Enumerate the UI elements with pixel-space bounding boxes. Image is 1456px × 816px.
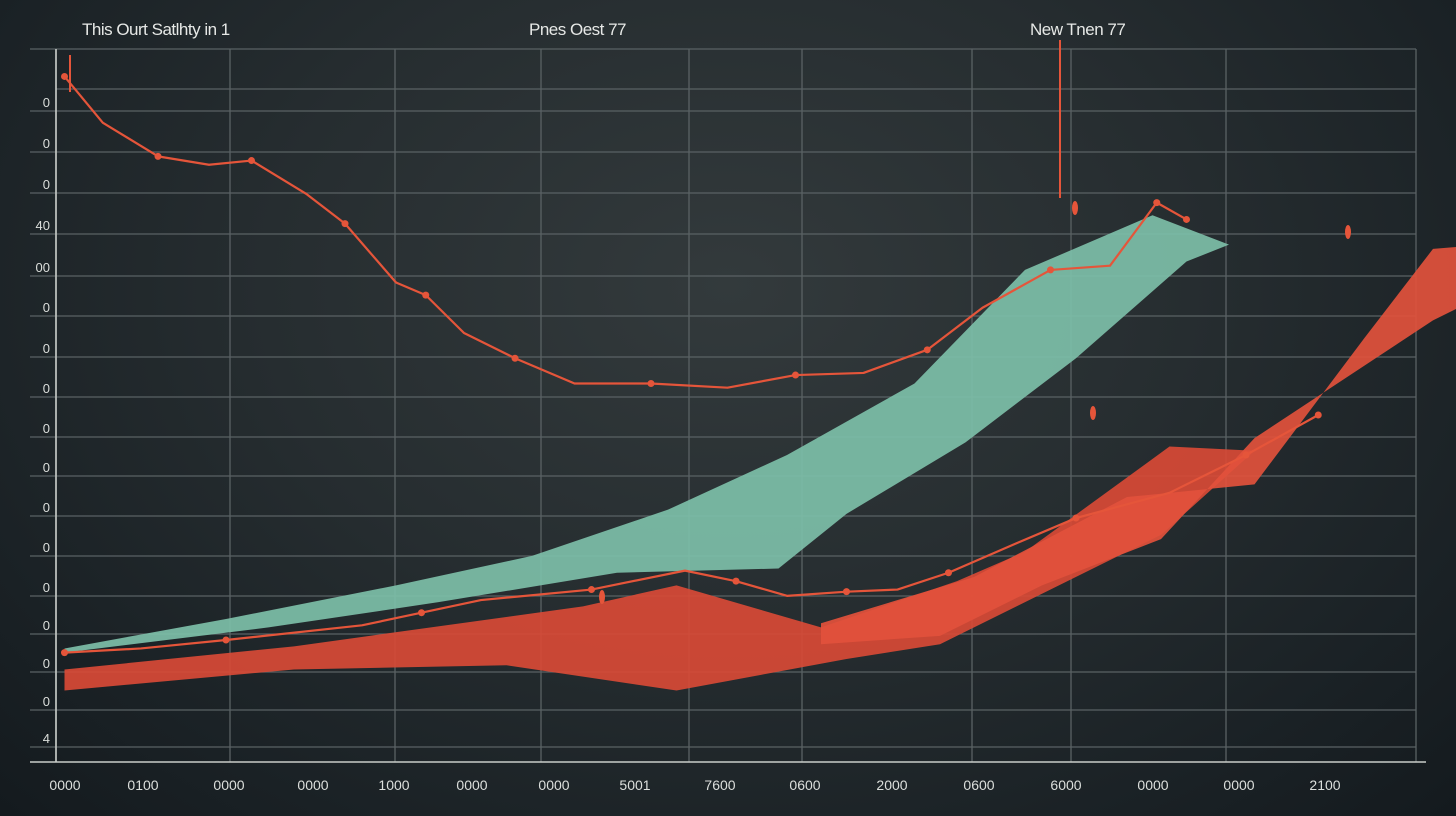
x-tick-label: 6000: [1050, 777, 1081, 793]
chart-title-right: New Tnen 77: [1030, 20, 1126, 39]
y-tick-label: 0: [43, 300, 50, 315]
y-tick-label: 40: [36, 218, 50, 233]
x-tick-label: 0600: [963, 777, 994, 793]
data-point: [843, 588, 850, 596]
data-point: [418, 609, 425, 617]
y-tick-label: 0: [43, 341, 50, 356]
area-teal-band: [64, 215, 1229, 653]
area-red-band-2: [821, 246, 1456, 645]
x-tick-label: 0000: [456, 777, 487, 793]
y-tick-label: 4: [43, 731, 50, 746]
marker-dot: [599, 590, 605, 604]
y-tick-label: 0: [43, 580, 50, 595]
data-point: [341, 220, 349, 228]
y-tick-label: 0: [43, 460, 50, 475]
x-tick-label: 1000: [378, 777, 409, 793]
data-point: [61, 649, 68, 657]
x-tick-label: 0000: [297, 777, 328, 793]
data-point: [1314, 411, 1322, 419]
data-point: [248, 157, 255, 165]
data-point: [945, 569, 952, 577]
x-tick-label: 0600: [789, 777, 820, 793]
data-point: [1153, 199, 1161, 207]
data-point: [732, 577, 740, 585]
line-lower-trend: [64, 414, 1319, 654]
chart-title-left: This Ourt Satlhty in 1: [82, 20, 230, 39]
y-tick-label: 0: [43, 540, 50, 555]
y-tick-label: 0: [43, 95, 50, 110]
y-tick-label: 0: [43, 177, 50, 192]
y-tick-label: 0: [43, 656, 50, 671]
x-tick-label: 0100: [127, 777, 158, 793]
x-tick-label: 0000: [49, 777, 80, 793]
x-tick-label: 0000: [1223, 777, 1254, 793]
y-tick-label: 00: [36, 260, 50, 275]
data-point: [1183, 215, 1190, 223]
x-tick-label: 0000: [213, 777, 244, 793]
data-point: [422, 291, 430, 299]
x-tick-label: 0000: [1137, 777, 1168, 793]
y-tick-label: 0: [43, 136, 50, 151]
marker-dot: [1072, 201, 1078, 215]
x-tick-label: 2100: [1309, 777, 1340, 793]
x-tick-label: 0000: [538, 777, 569, 793]
data-point: [154, 152, 162, 160]
data-point: [923, 346, 931, 354]
data-point: [588, 586, 595, 594]
data-point: [1242, 451, 1250, 459]
marker-dot: [1345, 225, 1351, 239]
y-tick-label: 0: [43, 381, 50, 396]
line-upper-trend: [63, 75, 1188, 389]
y-tick-label: 0: [43, 421, 50, 436]
y-tick-label: 0: [43, 618, 50, 633]
data-point: [61, 72, 68, 80]
data-point: [511, 354, 519, 362]
x-tick-label: 7600: [704, 777, 735, 793]
chart-title-center: Pnes Oest 77: [529, 20, 627, 39]
data-point: [1047, 266, 1054, 274]
data-point: [1072, 514, 1080, 522]
area-red-band-1: [64, 446, 1255, 691]
data-point: [792, 371, 799, 379]
data-point: [647, 379, 655, 387]
marker-dot: [1090, 406, 1096, 420]
x-tick-label: 5001: [619, 777, 650, 793]
data-point: [222, 636, 230, 644]
y-tick-label: 0: [43, 500, 50, 515]
x-tick-label: 2000: [876, 777, 907, 793]
y-tick-label: 0: [43, 694, 50, 709]
